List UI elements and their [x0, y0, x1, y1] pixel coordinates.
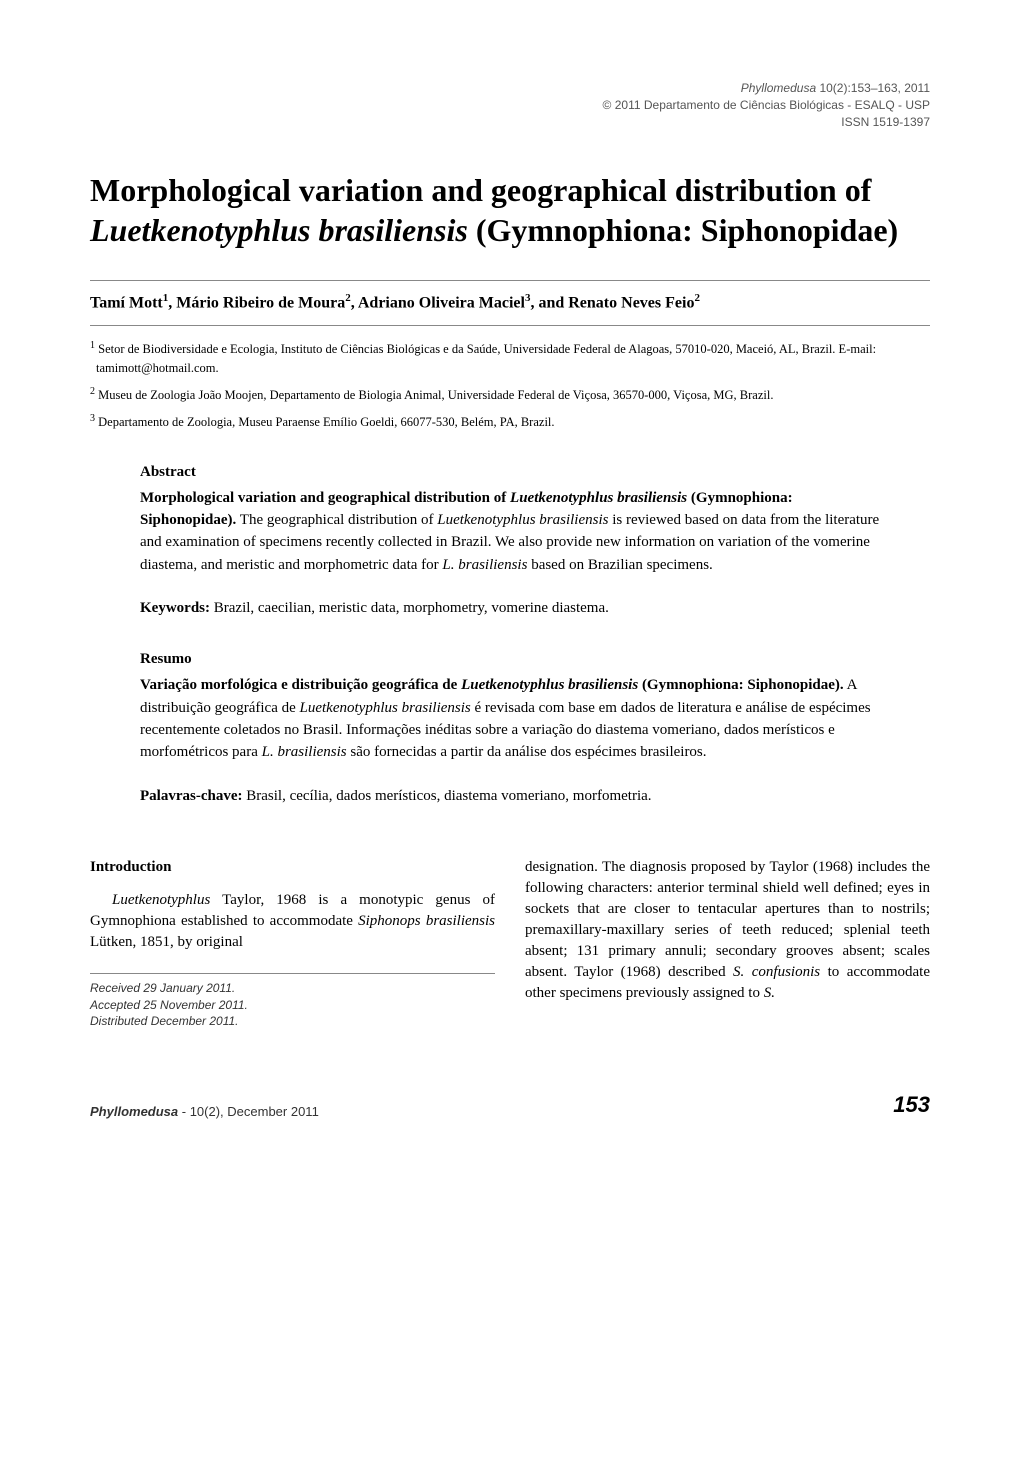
- affiliation-3: 3 Departamento de Zoologia, Museu Paraen…: [90, 411, 930, 432]
- author-4-sup: 2: [694, 292, 700, 304]
- column-right: designation. The diagnosis proposed by T…: [525, 857, 930, 1030]
- abstract-body-post: based on Brazilian specimens.: [527, 557, 712, 573]
- copyright-line: © 2011 Departamento de Ciências Biológic…: [90, 97, 930, 114]
- palavras-label: Palavras-chave:: [140, 788, 242, 804]
- affil-2-text: Museu de Zoologia João Moojen, Departame…: [95, 388, 773, 402]
- resumo-body: Variação morfológica e distribuição geog…: [140, 674, 880, 764]
- affiliation-2: 2 Museu de Zoologia João Moojen, Departa…: [90, 384, 930, 405]
- authors-block: Tamí Mott1, Mário Ribeiro de Moura2, Adr…: [90, 280, 930, 326]
- abstract-title-sci: Luetkenotyphlus brasiliensis: [510, 490, 687, 506]
- abstract-block: Abstract Morphological variation and geo…: [140, 462, 880, 577]
- journal-header: Phyllomedusa 10(2):153–163, 2011 © 2011 …: [90, 80, 930, 130]
- footer-volume: - 10(2), December 2011: [178, 1104, 319, 1119]
- two-column-body: Introduction Luetkenotyphlus Taylor, 196…: [90, 857, 930, 1030]
- accepted-line: Accepted 25 November 2011.: [90, 997, 495, 1014]
- resumo-title-post: (Gymnophiona: Siphonopidae).: [638, 677, 843, 693]
- intro-p1-txt2: Lütken, 1851, by original: [90, 934, 243, 950]
- abstract-heading: Abstract: [140, 462, 880, 483]
- page-footer: Phyllomedusa - 10(2), December 2011 153: [90, 1090, 930, 1121]
- abstract-body: Morphological variation and geographical…: [140, 487, 880, 577]
- author-1: Tamí Mott: [90, 295, 163, 312]
- introduction-heading: Introduction: [90, 857, 495, 878]
- keywords-label: Keywords:: [140, 600, 210, 616]
- palavras-block: Palavras-chave: Brasil, cecília, dados m…: [140, 786, 880, 807]
- resumo-block: Resumo Variação morfológica e distribuiç…: [140, 649, 880, 764]
- issn-line: ISSN 1519-1397: [90, 114, 930, 131]
- resumo-title-sci: Luetkenotyphlus brasiliensis: [461, 677, 638, 693]
- col2-sci2: S.: [764, 985, 775, 1001]
- journal-volume: 10(2):153–163, 2011: [816, 81, 930, 95]
- distributed-line: Distributed December 2011.: [90, 1013, 495, 1030]
- sep: , and: [530, 295, 568, 312]
- sep: ,: [351, 295, 358, 312]
- abstract-body-sci2: L. brasiliensis: [442, 557, 527, 573]
- resumo-body-post: são fornecidas a partir da análise dos e…: [347, 744, 707, 760]
- resumo-heading: Resumo: [140, 649, 880, 670]
- affil-3-text: Departamento de Zoologia, Museu Paraense…: [95, 415, 555, 429]
- keywords-text: Brazil, caecilian, meristic data, morpho…: [210, 600, 609, 616]
- col2-txt1: designation. The diagnosis proposed by T…: [525, 859, 930, 980]
- intro-paragraph-1: Luetkenotyphlus Taylor, 1968 is a monoty…: [90, 890, 495, 953]
- affiliations: 1 Setor de Biodiversidade e Ecologia, In…: [90, 338, 930, 431]
- received-block: Received 29 January 2011. Accepted 25 No…: [90, 973, 495, 1030]
- footer-journal-name: Phyllomedusa: [90, 1104, 178, 1119]
- author-4: Renato Neves Feio: [568, 295, 694, 312]
- resumo-body-sci2: L. brasiliensis: [262, 744, 347, 760]
- title-part2: (Gymnophiona: Siphonopidae): [468, 212, 898, 248]
- intro-p1-sci2: Siphonops brasiliensis: [358, 913, 495, 929]
- keywords-block: Keywords: Brazil, caecilian, meristic da…: [140, 598, 880, 619]
- paper-title: Morphological variation and geographical…: [90, 170, 930, 250]
- page-number: 153: [893, 1090, 930, 1121]
- abstract-title-pre: Morphological variation and geographical…: [140, 490, 510, 506]
- title-part1: Morphological variation and geographical…: [90, 172, 871, 208]
- abstract-body-pre: The geographical distribution of: [236, 512, 437, 528]
- intro-p1-sci1: Luetkenotyphlus: [112, 892, 210, 908]
- col2-paragraph: designation. The diagnosis proposed by T…: [525, 857, 930, 1004]
- column-left: Introduction Luetkenotyphlus Taylor, 196…: [90, 857, 495, 1030]
- title-genus: Luetkenotyphlus brasiliensis: [90, 212, 468, 248]
- abstract-body-sci1: Luetkenotyphlus brasiliensis: [437, 512, 608, 528]
- footer-journal: Phyllomedusa - 10(2), December 2011: [90, 1103, 319, 1121]
- authors-line: Tamí Mott1, Mário Ribeiro de Moura2, Adr…: [90, 291, 930, 315]
- resumo-body-sci1: Luetkenotyphlus brasiliensis: [300, 700, 471, 716]
- resumo-title-pre: Variação morfológica e distribuição geog…: [140, 677, 461, 693]
- affil-1-text: Setor de Biodiversidade e Ecologia, Inst…: [95, 342, 876, 375]
- journal-name: Phyllomedusa: [741, 81, 816, 95]
- palavras-text: Brasil, cecília, dados merísticos, diast…: [242, 788, 651, 804]
- received-line: Received 29 January 2011.: [90, 980, 495, 997]
- affiliation-1: 1 Setor de Biodiversidade e Ecologia, In…: [90, 338, 930, 378]
- col2-sci1: S. confusionis: [733, 964, 820, 980]
- author-2: Mário Ribeiro de Moura: [176, 295, 345, 312]
- author-3: Adriano Oliveira Maciel: [358, 295, 525, 312]
